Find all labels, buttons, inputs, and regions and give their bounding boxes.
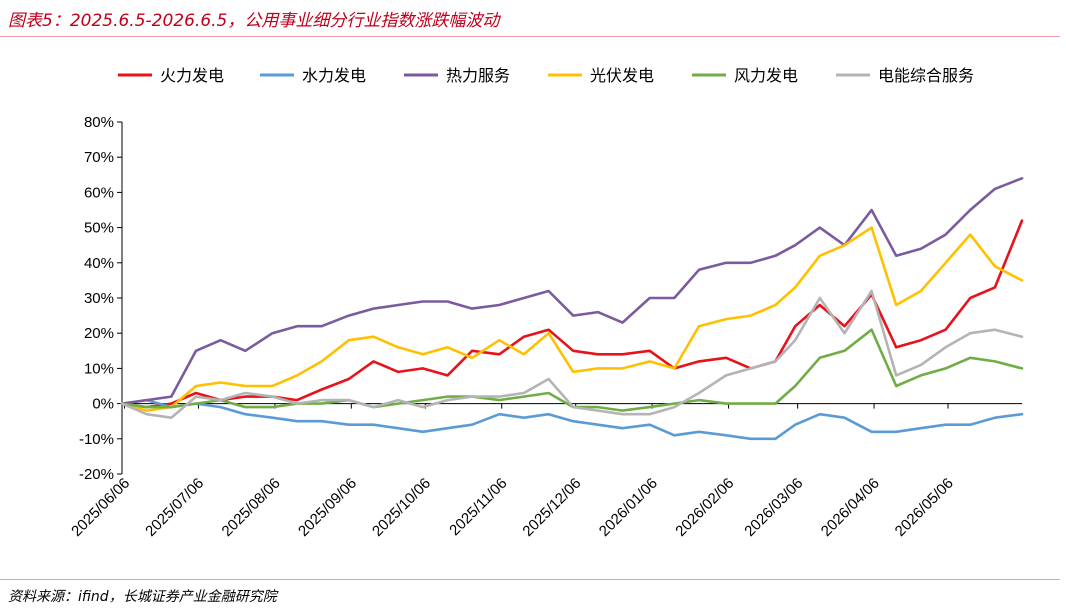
x-tick-label: 2026/01/06	[596, 475, 661, 540]
legend-label: 电能综合服务	[878, 66, 974, 85]
legend-item: 风力发电	[692, 66, 798, 85]
y-tick-label: 40%	[84, 255, 114, 272]
legend-label: 光伏发电	[590, 66, 654, 85]
x-tick-label: 2025/06/06	[68, 475, 133, 540]
footer-divider	[0, 579, 1060, 580]
series-line-3	[120, 177, 1024, 405]
y-tick-label: -20%	[79, 466, 114, 483]
x-tick-label: 2025/07/06	[142, 475, 207, 540]
legend-label: 风力发电	[734, 66, 798, 85]
y-axis: -20% -10% 0% 10% 20% 30% 40% 50% 60% 70% 80%	[79, 114, 123, 483]
x-tick-label: 2026/02/06	[672, 475, 737, 540]
x-tick-label: 2025/09/06	[295, 475, 360, 540]
legend-label: 热力服务	[446, 66, 510, 85]
title-divider	[0, 36, 1060, 37]
legend-item: 电能综合服务	[836, 66, 974, 85]
legend-label: 水力发电	[302, 66, 366, 85]
legend-item: 热力服务	[404, 66, 510, 85]
legend-item: 水力发电	[260, 66, 366, 85]
y-tick-label: 20%	[84, 325, 114, 342]
x-tick-label: 2025/08/06	[219, 475, 284, 540]
x-tick-label: 2026/03/06	[741, 475, 806, 540]
x-axis: 2025/06/06 2025/07/06 2025/08/06 2025/09/06…	[68, 403, 1022, 540]
legend-label: 火力发电	[160, 66, 224, 85]
series-line-4	[120, 226, 1024, 412]
series-line-2	[120, 398, 1024, 441]
series-layer	[120, 177, 1024, 441]
y-tick-label: 70%	[84, 149, 114, 166]
y-tick-label: 60%	[84, 184, 114, 201]
legend-item: 光伏发电	[548, 66, 654, 85]
y-tick-label: 50%	[84, 220, 114, 237]
y-tick-label: 0%	[92, 396, 114, 413]
y-tick-label: -10%	[79, 431, 114, 448]
y-tick-label: 10%	[84, 360, 114, 377]
source-note: 资料来源：ifind，长城证券产业金融研究院	[8, 589, 277, 605]
x-tick-label: 2026/05/06	[892, 475, 957, 540]
y-tick-label: 80%	[84, 114, 114, 131]
y-tick-label: 30%	[84, 290, 114, 307]
x-tick-label: 2025/10/06	[369, 475, 434, 540]
series-line-6	[120, 289, 1024, 420]
legend-item: 火力发电	[118, 66, 224, 85]
x-tick-label: 2026/04/06	[818, 475, 883, 540]
chart-legend: 火力发电 水力发电 热力服务 光伏发电 风力发电 电能综合服务	[118, 66, 974, 85]
page-title: 图表5：2025.6.5-2026.6.5，公用事业细分行业指数涨跌幅波动	[8, 11, 500, 31]
x-tick-label: 2025/12/06	[519, 475, 584, 540]
x-tick-label: 2025/11/06	[446, 475, 510, 539]
